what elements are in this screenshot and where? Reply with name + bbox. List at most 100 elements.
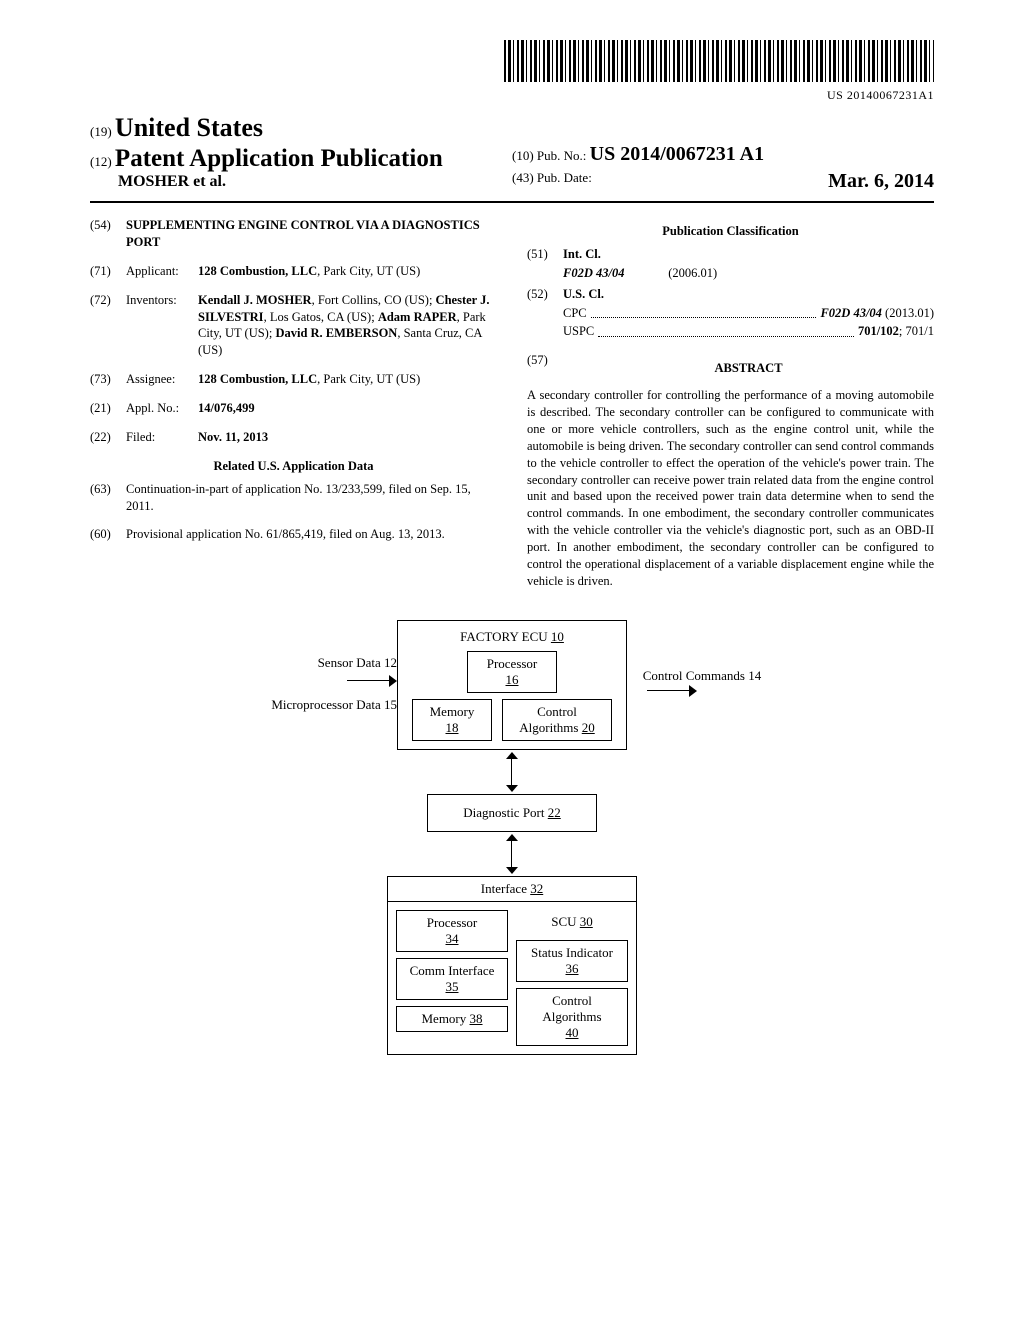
inv-a-loc: , Fort Collins, CO (US);	[312, 293, 436, 307]
f73-label: Assignee:	[126, 371, 198, 388]
pubdate-label: Pub. Date:	[537, 170, 592, 185]
f22-value: Nov. 11, 2013	[198, 429, 497, 446]
diag-label: Diagnostic Port	[463, 805, 548, 820]
ecu-num: 10	[551, 629, 564, 644]
f71-num: (71)	[90, 263, 126, 280]
code-43: (43)	[512, 170, 534, 185]
ecu-box: FACTORY ECU 10 Processor16 Memory18 Cont…	[397, 620, 627, 750]
proc2-label: Processor	[427, 915, 478, 930]
country: United States	[115, 113, 263, 142]
status-label: Status Indicator	[531, 945, 613, 960]
bibliographic-columns: (54) SUPPLEMENTING ENGINE CONTROL VIA A …	[90, 217, 934, 590]
calg2-label: Control Algorithms	[542, 993, 601, 1024]
doc-type: Patent Application Publication	[115, 145, 443, 172]
comm-num: 35	[446, 979, 459, 994]
arrow-right-icon	[647, 684, 697, 698]
f54-title: SUPPLEMENTING ENGINE CONTROL VIA A DIAGN…	[126, 217, 497, 251]
calg2-num: 40	[566, 1025, 579, 1040]
left-column: (54) SUPPLEMENTING ENGINE CONTROL VIA A …	[90, 217, 497, 590]
header-row: (19) United States (12) Patent Applicati…	[90, 113, 934, 193]
pubdate-line: (43) Pub. Date: Mar. 6, 2014	[512, 170, 934, 193]
arrow-right-icon	[347, 674, 397, 688]
scu-processor-box: Processor34	[396, 910, 508, 952]
authors: MOSHER et al.	[118, 173, 512, 191]
f72-label: Inventors:	[126, 292, 198, 360]
mem2-label: Memory	[421, 1011, 469, 1026]
iface-num: 32	[530, 881, 543, 896]
diag-num: 22	[548, 805, 561, 820]
scu-memory-box: Memory 38	[396, 1006, 508, 1032]
f51-code: F02D 43/04	[563, 266, 624, 280]
inv-a: Kendall J. MOSHER	[198, 293, 312, 307]
f51-num: (51)	[527, 246, 563, 263]
sensor-data-label: Sensor Data 12	[257, 653, 397, 674]
code-12-line: (12) Patent Application Publication	[90, 145, 512, 173]
mem-num: 18	[446, 720, 459, 735]
inv-b-loc: , Los Gatos, CA (US);	[264, 310, 378, 324]
scu-box: Interface 32 Processor34 Comm Interface …	[387, 876, 637, 1055]
pubno-value: US 2014/0067231 A1	[590, 143, 764, 165]
f71-loc: , Park City, UT (US)	[317, 264, 420, 278]
f21-label: Appl. No.:	[126, 400, 198, 417]
calg-num: 20	[582, 720, 595, 735]
status-num: 36	[566, 961, 579, 976]
scu-label: SCU	[551, 914, 580, 929]
f21-value: 14/076,499	[198, 400, 497, 417]
control-alg-box: Control Algorithms 20	[502, 699, 612, 741]
proc2-num: 34	[446, 931, 459, 946]
f60-num: (60)	[90, 526, 126, 543]
f73-loc: , Park City, UT (US)	[317, 372, 420, 386]
f63-num: (63)	[90, 481, 126, 515]
abstract-text: A secondary controller for controlling t…	[527, 387, 934, 590]
f73-assignee: 128 Combustion, LLC	[198, 372, 317, 386]
barcode-text: US 20140067231A1	[90, 88, 934, 103]
proc-label: Processor	[487, 656, 538, 671]
f57-num: (57)	[527, 352, 563, 381]
uspc-label: USPC	[563, 323, 594, 340]
interface-box: Interface 32	[388, 877, 636, 902]
f51-year: (2006.01)	[668, 266, 717, 280]
inv-d: David R. EMBERSON	[275, 326, 397, 340]
f73-num: (73)	[90, 371, 126, 388]
code-19-line: (19) United States	[90, 113, 512, 143]
arrow-bidir-icon	[505, 834, 519, 874]
inv-c: Adam RAPER	[378, 310, 457, 324]
mem2-num: 38	[470, 1011, 483, 1026]
calg-label: Control Algorithms	[519, 704, 581, 735]
code-19: (19)	[90, 124, 112, 139]
header-rule	[90, 201, 934, 203]
mem-label: Memory	[430, 704, 475, 719]
code-12: (12)	[90, 154, 112, 169]
ecu-label: FACTORY ECU	[460, 629, 551, 644]
memory-box: Memory18	[412, 699, 492, 741]
pubno-label: Pub. No.:	[537, 148, 586, 163]
right-column: Publication Classification (51) Int. Cl.…	[527, 217, 934, 590]
barcode-graphic	[504, 40, 934, 82]
cpc-label: CPC	[563, 305, 587, 322]
uspc-extra: ; 701/1	[899, 324, 934, 338]
uspc-value: 701/102	[858, 324, 899, 338]
arrow-bidir-icon	[505, 752, 519, 792]
scu-control-alg-box: Control Algorithms40	[516, 988, 628, 1046]
status-indicator-box: Status Indicator 36	[516, 940, 628, 982]
commands-label: Control Commands 14	[637, 668, 767, 684]
pubno-line: (10) Pub. No.: US 2014/0067231 A1	[512, 143, 934, 166]
f22-label: Filed:	[126, 429, 198, 446]
f72-num: (72)	[90, 292, 126, 360]
f72-inventors: Kendall J. MOSHER, Fort Collins, CO (US)…	[198, 292, 497, 360]
f51-label: Int. Cl.	[563, 246, 934, 263]
f52-label: U.S. Cl.	[563, 286, 934, 303]
f54-num: (54)	[90, 217, 126, 251]
cpc-year: (2013.01)	[882, 306, 934, 320]
f71-label: Applicant:	[126, 263, 198, 280]
f52-num: (52)	[527, 286, 563, 303]
diagnostic-port-box: Diagnostic Port 22	[427, 794, 597, 832]
code-10: (10)	[512, 148, 534, 163]
cpc-value: F02D 43/04	[820, 306, 881, 320]
f60-text: Provisional application No. 61/865,419, …	[126, 526, 497, 543]
comm-interface-box: Comm Interface 35	[396, 958, 508, 1000]
classification-heading: Publication Classification	[527, 223, 934, 240]
f22-num: (22)	[90, 429, 126, 446]
scu-num: 30	[580, 914, 593, 929]
pubdate-value: Mar. 6, 2014	[828, 170, 934, 193]
